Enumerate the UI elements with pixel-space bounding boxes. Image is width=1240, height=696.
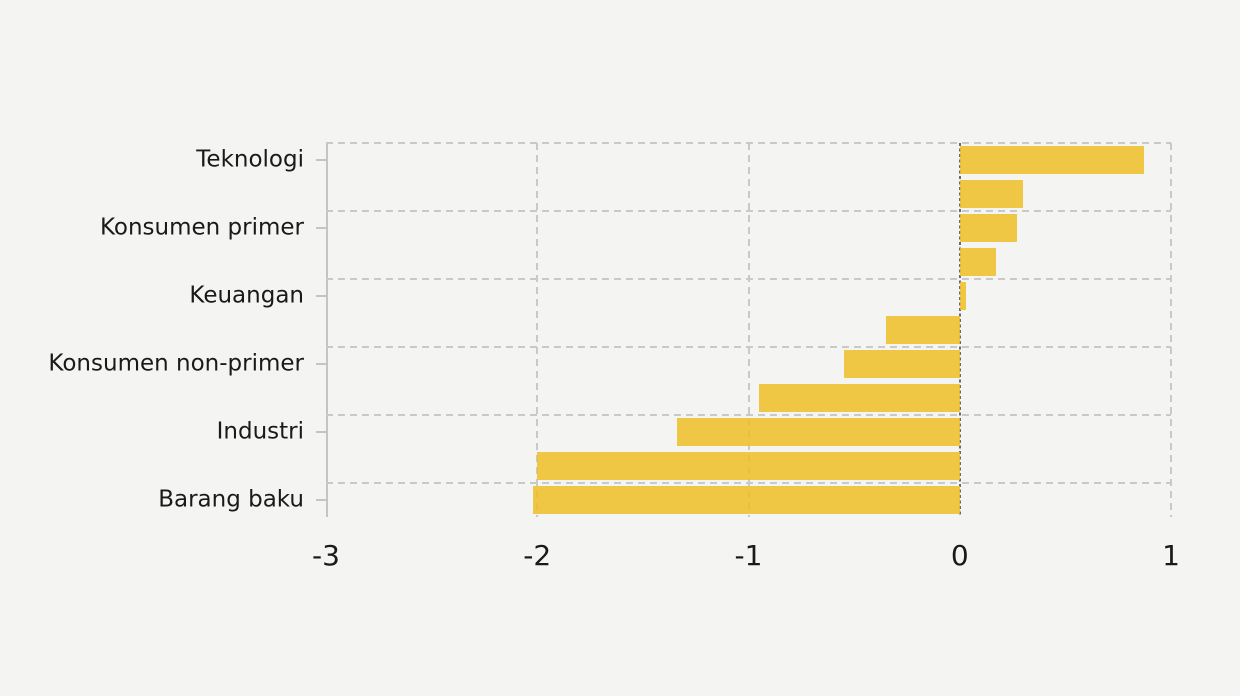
zero-line — [958, 143, 961, 517]
bar — [533, 486, 960, 514]
y-tick-label: Teknologi — [196, 146, 304, 173]
plot-area: Teknologi Konsumen primer Keuangan Konsumen… — [48, 142, 1180, 571]
x-tick-label: -2 — [523, 539, 552, 572]
bar — [676, 418, 960, 446]
x-tick-label: -1 — [734, 539, 763, 572]
bar — [959, 282, 967, 310]
bar — [959, 214, 1017, 242]
bar — [959, 248, 996, 276]
y-tick-label: Barang baku — [158, 486, 304, 513]
y-tick-label: Keuangan — [189, 282, 304, 309]
vertical-gridline — [1170, 143, 1172, 517]
y-tick — [316, 159, 326, 161]
x-tick-label: 0 — [950, 539, 969, 572]
x-tick-label: -3 — [312, 539, 340, 572]
bar — [537, 452, 960, 480]
bar — [959, 180, 1024, 208]
y-tick-label: Konsumen non-primer — [48, 350, 304, 377]
vertical-gridline — [536, 143, 539, 517]
y-tick — [316, 431, 326, 433]
y-tick — [316, 363, 326, 365]
bar — [843, 350, 960, 378]
y-tick — [316, 499, 326, 501]
y-axis-spine — [326, 143, 328, 517]
y-tick — [316, 295, 326, 297]
y-tick — [316, 227, 326, 229]
bar — [759, 384, 960, 412]
vertical-gridline — [747, 143, 750, 517]
bar — [885, 316, 960, 344]
bar — [959, 146, 1144, 174]
y-tick-label: Industri — [216, 418, 304, 445]
y-tick-label: Konsumen primer — [99, 214, 304, 241]
x-tick-label: 1 — [1162, 539, 1180, 572]
